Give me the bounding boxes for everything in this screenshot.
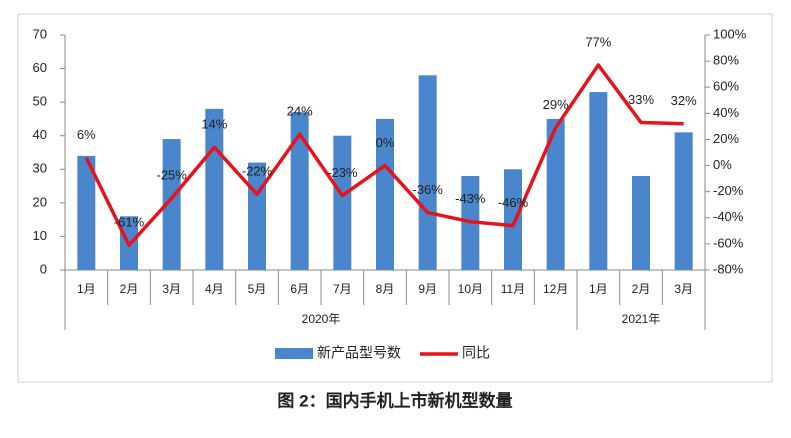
data-label: 77% [585,34,611,49]
data-label: -43% [455,191,486,206]
y2-tick-label: -40% [713,209,744,224]
bar [632,176,650,270]
data-label: 0% [376,135,395,150]
bar [77,155,96,270]
y2-tick-label: -60% [713,235,744,250]
y-tick-label: 70 [33,26,47,41]
bar [504,169,522,270]
y2-tick-label: 60% [713,79,739,94]
x-tick-label: 3月 [674,282,693,296]
x-tick-label: 11月 [501,282,525,296]
data-label: -23% [327,165,358,180]
x-tick-label: 3月 [162,282,181,296]
x-tick-label: 5月 [248,282,267,296]
x-tick-label: 6月 [290,282,309,296]
x-tick-label: 12月 [543,282,568,296]
bar [674,132,693,270]
y2-tick-label: 40% [713,105,739,120]
data-label: 24% [287,104,313,119]
x-group-label: 2021年 [622,312,661,326]
chart-title: 图 2：国内手机上市新机型数量 [277,390,512,410]
x-tick-label: 8月 [376,282,395,296]
x-tick-label: 4月 [205,282,224,296]
bar [205,108,224,270]
y-tick-label: 40 [33,127,47,142]
bar [290,112,309,270]
bar [546,118,565,270]
x-tick-label: 2月 [120,282,139,296]
bar [162,139,181,270]
y-tick-label: 60 [33,60,47,75]
line [84,63,684,247]
bar [333,135,352,270]
data-label: -22% [242,164,273,179]
x-group-label: 2020年 [302,312,341,326]
data-label: 33% [628,92,654,107]
x-tick-label: 2月 [632,282,651,296]
data-label: 14% [201,117,227,132]
legend-label: 新产品型号数 [317,345,401,361]
legend-swatch [275,348,313,359]
y-tick-label: 0 [40,261,47,276]
y-tick-label: 30 [33,161,47,176]
y2-tick-label: 80% [713,53,739,68]
data-label: -25% [156,168,187,183]
y-tick-label: 50 [33,94,47,109]
x-tick-label: 9月 [418,282,437,296]
data-label: 32% [671,93,697,108]
data-label: 29% [543,97,569,112]
x-tick-label: 1月 [77,282,96,296]
x-tick-label: 7月 [333,282,352,296]
y-tick-label: 10 [33,228,47,243]
bar [589,92,608,270]
data-label: -36% [412,182,443,197]
bar [418,75,437,271]
y2-tick-label: 0% [713,157,732,172]
y2-tick-label: -20% [713,183,744,198]
legend-label: 同比 [462,345,490,361]
data-label: 6% [77,127,96,142]
y2-tick-label: 20% [713,131,739,146]
y2-tick-label: -80% [713,261,744,276]
x-tick-label: 10月 [458,282,483,296]
bar [376,118,394,270]
data-label: -46% [498,195,529,210]
data-label: -61% [114,215,145,230]
y2-tick-label: 100% [713,26,747,41]
x-tick-label: 1月 [589,282,608,296]
chart-frame [17,13,773,383]
y-tick-label: 20 [33,194,47,209]
